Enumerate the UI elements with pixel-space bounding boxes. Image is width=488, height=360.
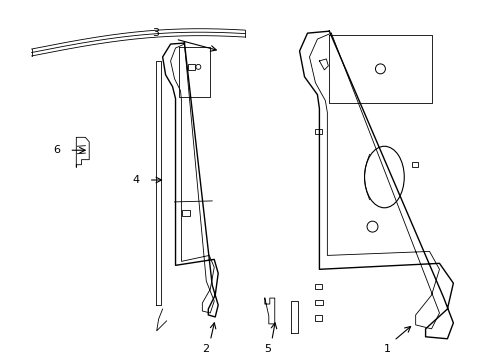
Text: 6: 6	[53, 145, 60, 155]
FancyBboxPatch shape	[315, 315, 321, 321]
Text: 3: 3	[152, 28, 159, 38]
FancyBboxPatch shape	[315, 129, 321, 134]
FancyBboxPatch shape	[315, 284, 322, 289]
Text: 5: 5	[264, 344, 271, 354]
FancyBboxPatch shape	[411, 162, 418, 167]
FancyBboxPatch shape	[182, 210, 190, 216]
Ellipse shape	[364, 146, 404, 208]
Text: 1: 1	[383, 344, 389, 354]
FancyBboxPatch shape	[315, 300, 323, 305]
FancyBboxPatch shape	[188, 64, 195, 70]
Text: 4: 4	[132, 175, 139, 185]
Text: 2: 2	[202, 344, 208, 354]
